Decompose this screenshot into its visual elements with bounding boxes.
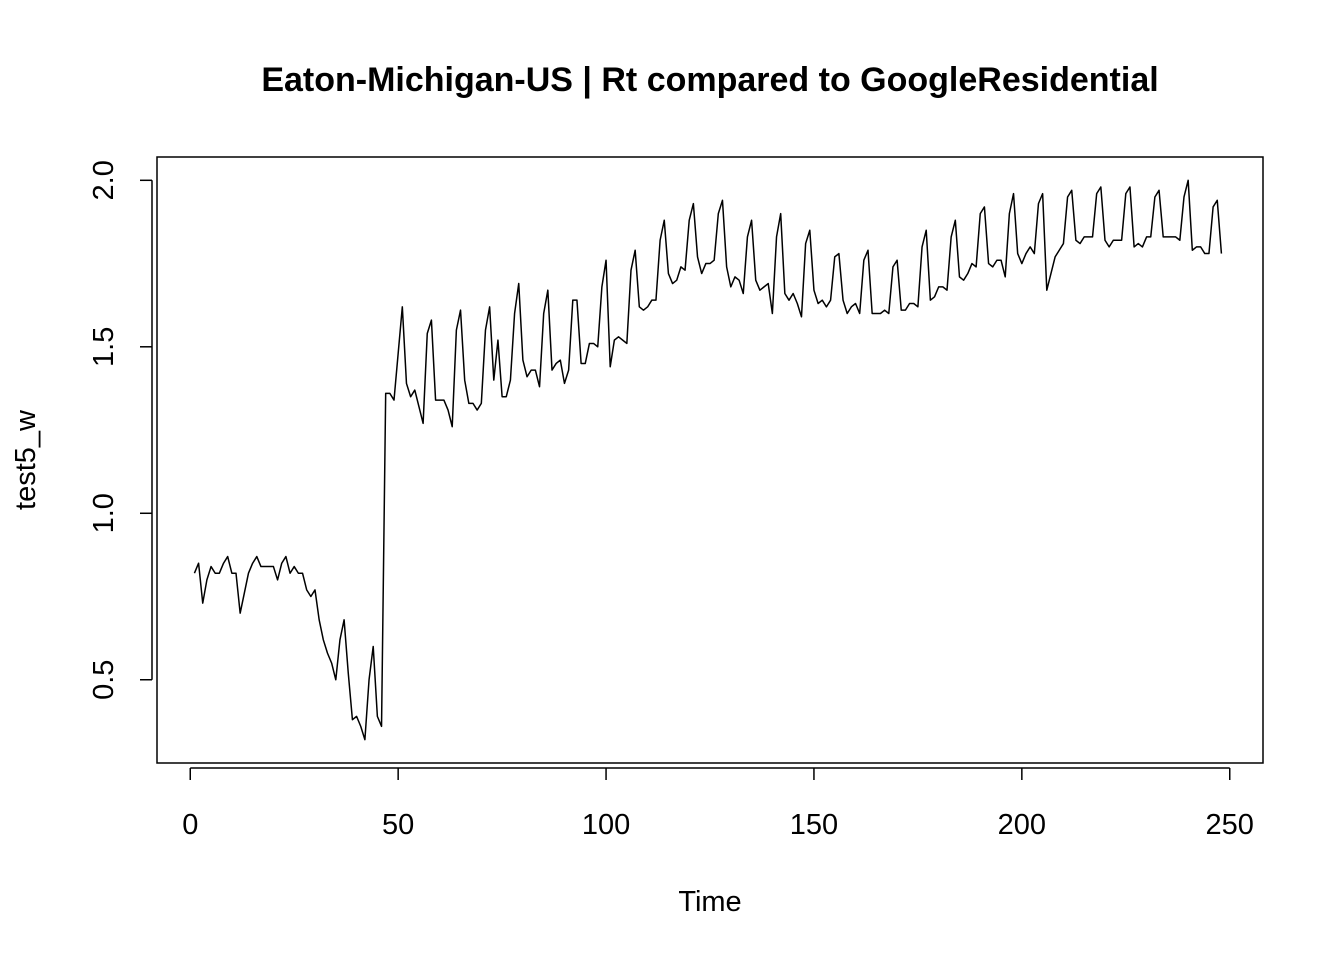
- x-tick-label: 0: [182, 809, 198, 841]
- y-axis-label: test5_w: [10, 409, 42, 510]
- x-tick-label: 100: [582, 809, 630, 841]
- x-tick-label: 200: [998, 809, 1046, 841]
- y-tick-label: 1.5: [88, 327, 120, 367]
- plot-frame: [156, 156, 1264, 764]
- x-tick-label: 250: [1206, 809, 1254, 841]
- chart-title: Eaton-Michigan-US | Rt compared to Googl…: [261, 61, 1158, 99]
- y-tick-label: 2.0: [88, 160, 120, 200]
- x-axis: 0 50 100 150 200 250: [182, 767, 1254, 841]
- y-axis: 0.5 1.0 1.5 2.0: [88, 160, 153, 700]
- y-tick-label: 1.0: [88, 493, 120, 533]
- x-tick-label: 50: [382, 809, 414, 841]
- y-tick-label: 0.5: [88, 660, 120, 700]
- x-axis-label: Time: [678, 886, 741, 918]
- series-line: [193, 179, 1223, 741]
- x-tick-label: 150: [790, 809, 838, 841]
